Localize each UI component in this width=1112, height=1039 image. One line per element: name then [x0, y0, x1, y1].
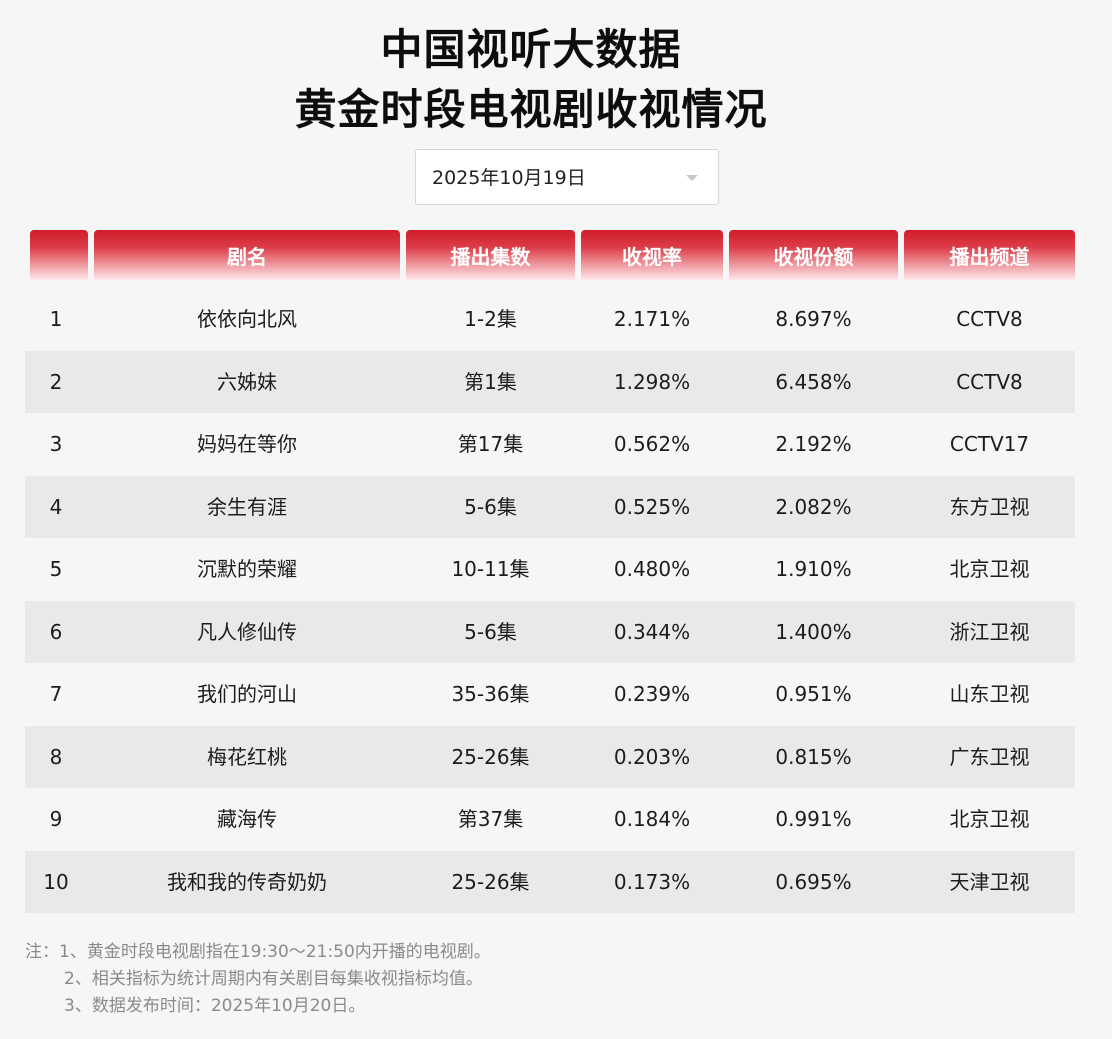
cell-rank: 1 [49, 307, 63, 331]
header-name: 剧名 [94, 230, 400, 280]
cell-name: 我们的河山 [197, 682, 297, 706]
table-row: 2 六姊妹 第1集 1.298% 6.458% CCTV8 [25, 350, 1075, 413]
cell-name: 梅花红桃 [207, 744, 287, 769]
cell-rating: 1.298% [613, 369, 691, 394]
cell-channel: 东方卫视 [949, 494, 1030, 519]
cell-name: 藏海传 [217, 807, 277, 831]
cell-episodes: 25-26集 [451, 744, 530, 769]
cell-channel: CCTV8 [956, 307, 1023, 331]
header-rating: 收视率 [581, 230, 723, 280]
cell-episodes: 第37集 [457, 807, 524, 831]
cell-share: 1.400% [775, 619, 852, 644]
cell-share: 0.815% [775, 744, 852, 769]
cell-rank: 4 [49, 494, 63, 519]
cell-name: 六姊妹 [217, 369, 277, 394]
page-subtitle: 黄金时段电视剧收视情况 [294, 85, 768, 134]
cell-name: 余生有涯 [207, 494, 287, 519]
date-select-value: 2025年10月19日 [432, 167, 586, 189]
table-row: 5 沉默的荣耀 10-11集 0.480% 1.910% 北京卫视 [25, 538, 1075, 601]
cell-channel: 北京卫视 [949, 807, 1030, 831]
table-row: 8 梅花红桃 25-26集 0.203% 0.815% 广东卫视 [25, 725, 1075, 788]
cell-name: 依依向北风 [197, 307, 297, 331]
cell-channel: 广东卫视 [949, 744, 1030, 769]
cell-rating: 0.173% [613, 869, 691, 894]
cell-channel: 天津卫视 [949, 869, 1030, 894]
cell-share: 0.695% [775, 869, 852, 894]
cell-rank: 8 [49, 744, 63, 769]
table-row: 9 藏海传 第37集 0.184% 0.991% 北京卫视 [25, 788, 1075, 851]
table-row: 6 凡人修仙传 5-6集 0.344% 1.400% 浙江卫视 [25, 600, 1075, 663]
footnotes: 注：1、黄金时段电视剧指在19:30～21:50内开播的电视剧。 2、相关指标为… [25, 939, 491, 1020]
cell-share: 2.082% [775, 494, 852, 519]
cell-name: 沉默的荣耀 [197, 557, 297, 581]
table-row: 10 我和我的传奇奶奶 25-26集 0.173% 0.695% 天津卫视 [25, 850, 1075, 913]
cell-share: 0.991% [775, 807, 852, 831]
cell-channel: 浙江卫视 [949, 619, 1030, 644]
page-title: 中国视听大数据 [380, 25, 682, 74]
header-share: 收视份额 [729, 230, 898, 280]
cell-rating: 0.562% [613, 432, 691, 456]
header-rank [30, 230, 88, 280]
table-row: 1 依依向北风 1-2集 2.171% 8.697% CCTV8 [25, 288, 1075, 351]
cell-channel: CCTV8 [956, 369, 1023, 394]
cell-rating: 0.480% [613, 557, 691, 581]
note-2: 2、相关指标为统计周期内有关剧目每集收视指标均值。 [64, 969, 483, 989]
cell-channel: 山东卫视 [949, 682, 1030, 706]
cell-rating: 0.344% [613, 619, 691, 644]
header-channel: 播出频道 [904, 230, 1075, 280]
chevron-down-icon [686, 175, 698, 181]
cell-share: 2.192% [775, 432, 852, 456]
table-header: 剧名 播出集数 收视率 收视份额 播出频道 [25, 230, 1075, 280]
cell-episodes: 10-11集 [451, 557, 530, 581]
cell-channel: 北京卫视 [949, 557, 1030, 581]
cell-episodes: 5-6集 [464, 619, 517, 644]
cell-rank: 5 [49, 557, 63, 581]
cell-rating: 2.171% [613, 307, 691, 331]
cell-episodes: 1-2集 [464, 307, 517, 331]
cell-rating: 0.239% [613, 682, 691, 706]
cell-channel: CCTV17 [949, 432, 1030, 456]
cell-share: 0.951% [775, 682, 852, 706]
cell-rank: 3 [49, 432, 63, 456]
table-row: 4 余生有涯 5-6集 0.525% 2.082% 东方卫视 [25, 475, 1075, 538]
cell-rating: 0.184% [613, 807, 691, 831]
cell-rating: 0.525% [613, 494, 691, 519]
cell-rank: 7 [49, 682, 63, 706]
cell-episodes: 25-26集 [451, 869, 530, 894]
table-body: 1 依依向北风 1-2集 2.171% 8.697% CCTV8 2 六姊妹 第… [25, 288, 1075, 913]
table-row: 3 妈妈在等你 第17集 0.562% 2.192% CCTV17 [25, 413, 1075, 476]
cell-name: 凡人修仙传 [197, 619, 297, 644]
cell-share: 8.697% [775, 307, 852, 331]
note-1: 注：1、黄金时段电视剧指在19:30～21:50内开播的电视剧。 [25, 942, 491, 962]
cell-episodes: 35-36集 [451, 682, 530, 706]
cell-share: 6.458% [775, 369, 852, 394]
cell-rank: 2 [49, 369, 63, 394]
note-3: 3、数据发布时间：2025年10月20日。 [64, 996, 366, 1016]
cell-name: 我和我的传奇奶奶 [167, 869, 327, 894]
cell-episodes: 第1集 [464, 369, 517, 394]
cell-rank: 6 [49, 619, 63, 644]
cell-share: 1.910% [775, 557, 852, 581]
cell-rank: 10 [43, 869, 69, 894]
ratings-table: 剧名 播出集数 收视率 收视份额 播出频道 1 依依向北风 1-2集 2.171… [25, 230, 1075, 913]
date-select[interactable]: 2025年10月19日 [415, 149, 719, 205]
header-episodes: 播出集数 [406, 230, 575, 280]
cell-name: 妈妈在等你 [197, 432, 297, 456]
cell-rank: 9 [49, 807, 63, 831]
cell-rating: 0.203% [613, 744, 691, 769]
table-row: 7 我们的河山 35-36集 0.239% 0.951% 山东卫视 [25, 663, 1075, 726]
cell-episodes: 第17集 [457, 432, 524, 456]
cell-episodes: 5-6集 [464, 494, 517, 519]
